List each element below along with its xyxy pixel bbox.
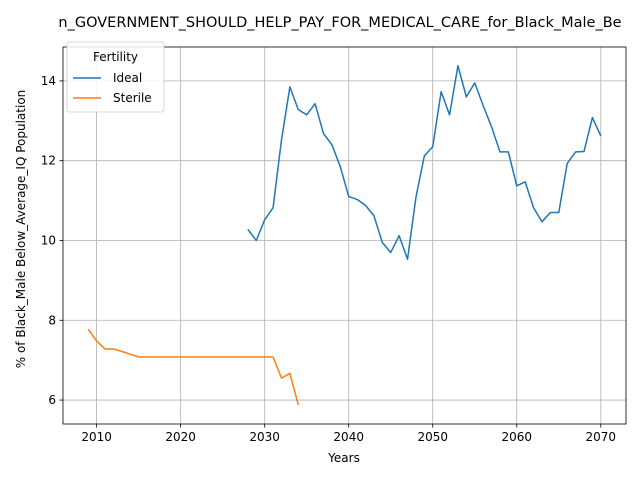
legend-label-ideal: Ideal	[113, 71, 142, 85]
legend-label-sterile: Sterile	[113, 91, 152, 105]
x-tick-label: 2030	[249, 430, 280, 444]
x-tick-label: 2050	[417, 430, 448, 444]
legend-box	[66, 41, 165, 113]
series-layer	[87, 65, 602, 406]
x-tick-label: 2010	[81, 430, 112, 444]
tick-layer: 2010 2020 2030 2040 2050 2060 2070 6 8 10 12 14	[41, 74, 616, 444]
y-tick-label: 14	[41, 74, 56, 88]
x-tick-label: 2040	[333, 430, 364, 444]
x-axis-label: Years	[327, 451, 360, 465]
y-tick-label: 10	[41, 233, 56, 247]
y-tick-label: 12	[41, 154, 56, 168]
legend-title: Fertility	[93, 50, 138, 64]
series-line-sterile	[87, 328, 300, 406]
plot-frame	[62, 46, 627, 425]
x-tick-label: 2060	[501, 430, 532, 444]
series-line-ideal	[247, 65, 602, 260]
x-tick-label: 2020	[165, 430, 196, 444]
x-tick-label: 2070	[586, 430, 617, 444]
y-tick-label: 6	[48, 393, 56, 407]
y-axis-label: % of Black_Male Below_Average_IQ Populat…	[14, 90, 28, 369]
legend: Fertility Ideal Sterile	[66, 41, 165, 113]
chart-title: n_GOVERNMENT_SHOULD_HELP_PAY_FOR_MEDICAL…	[58, 15, 621, 31]
y-tick-label: 8	[48, 313, 56, 327]
